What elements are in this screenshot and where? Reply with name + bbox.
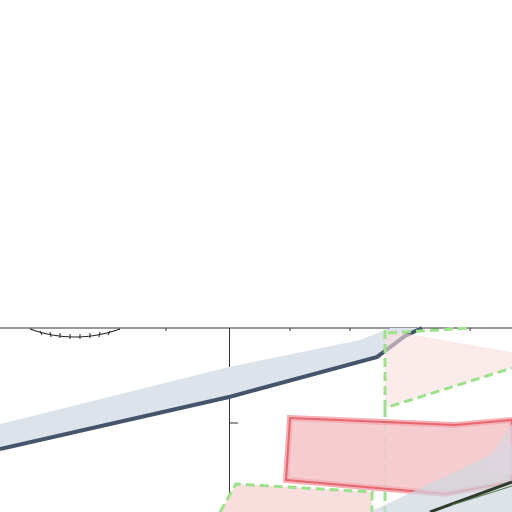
scale-ruler-icon [29, 328, 121, 339]
zone-green-lower [218, 482, 374, 512]
route-line [429, 480, 512, 512]
map-frame [0, 327, 512, 512]
road-band [0, 326, 423, 451]
